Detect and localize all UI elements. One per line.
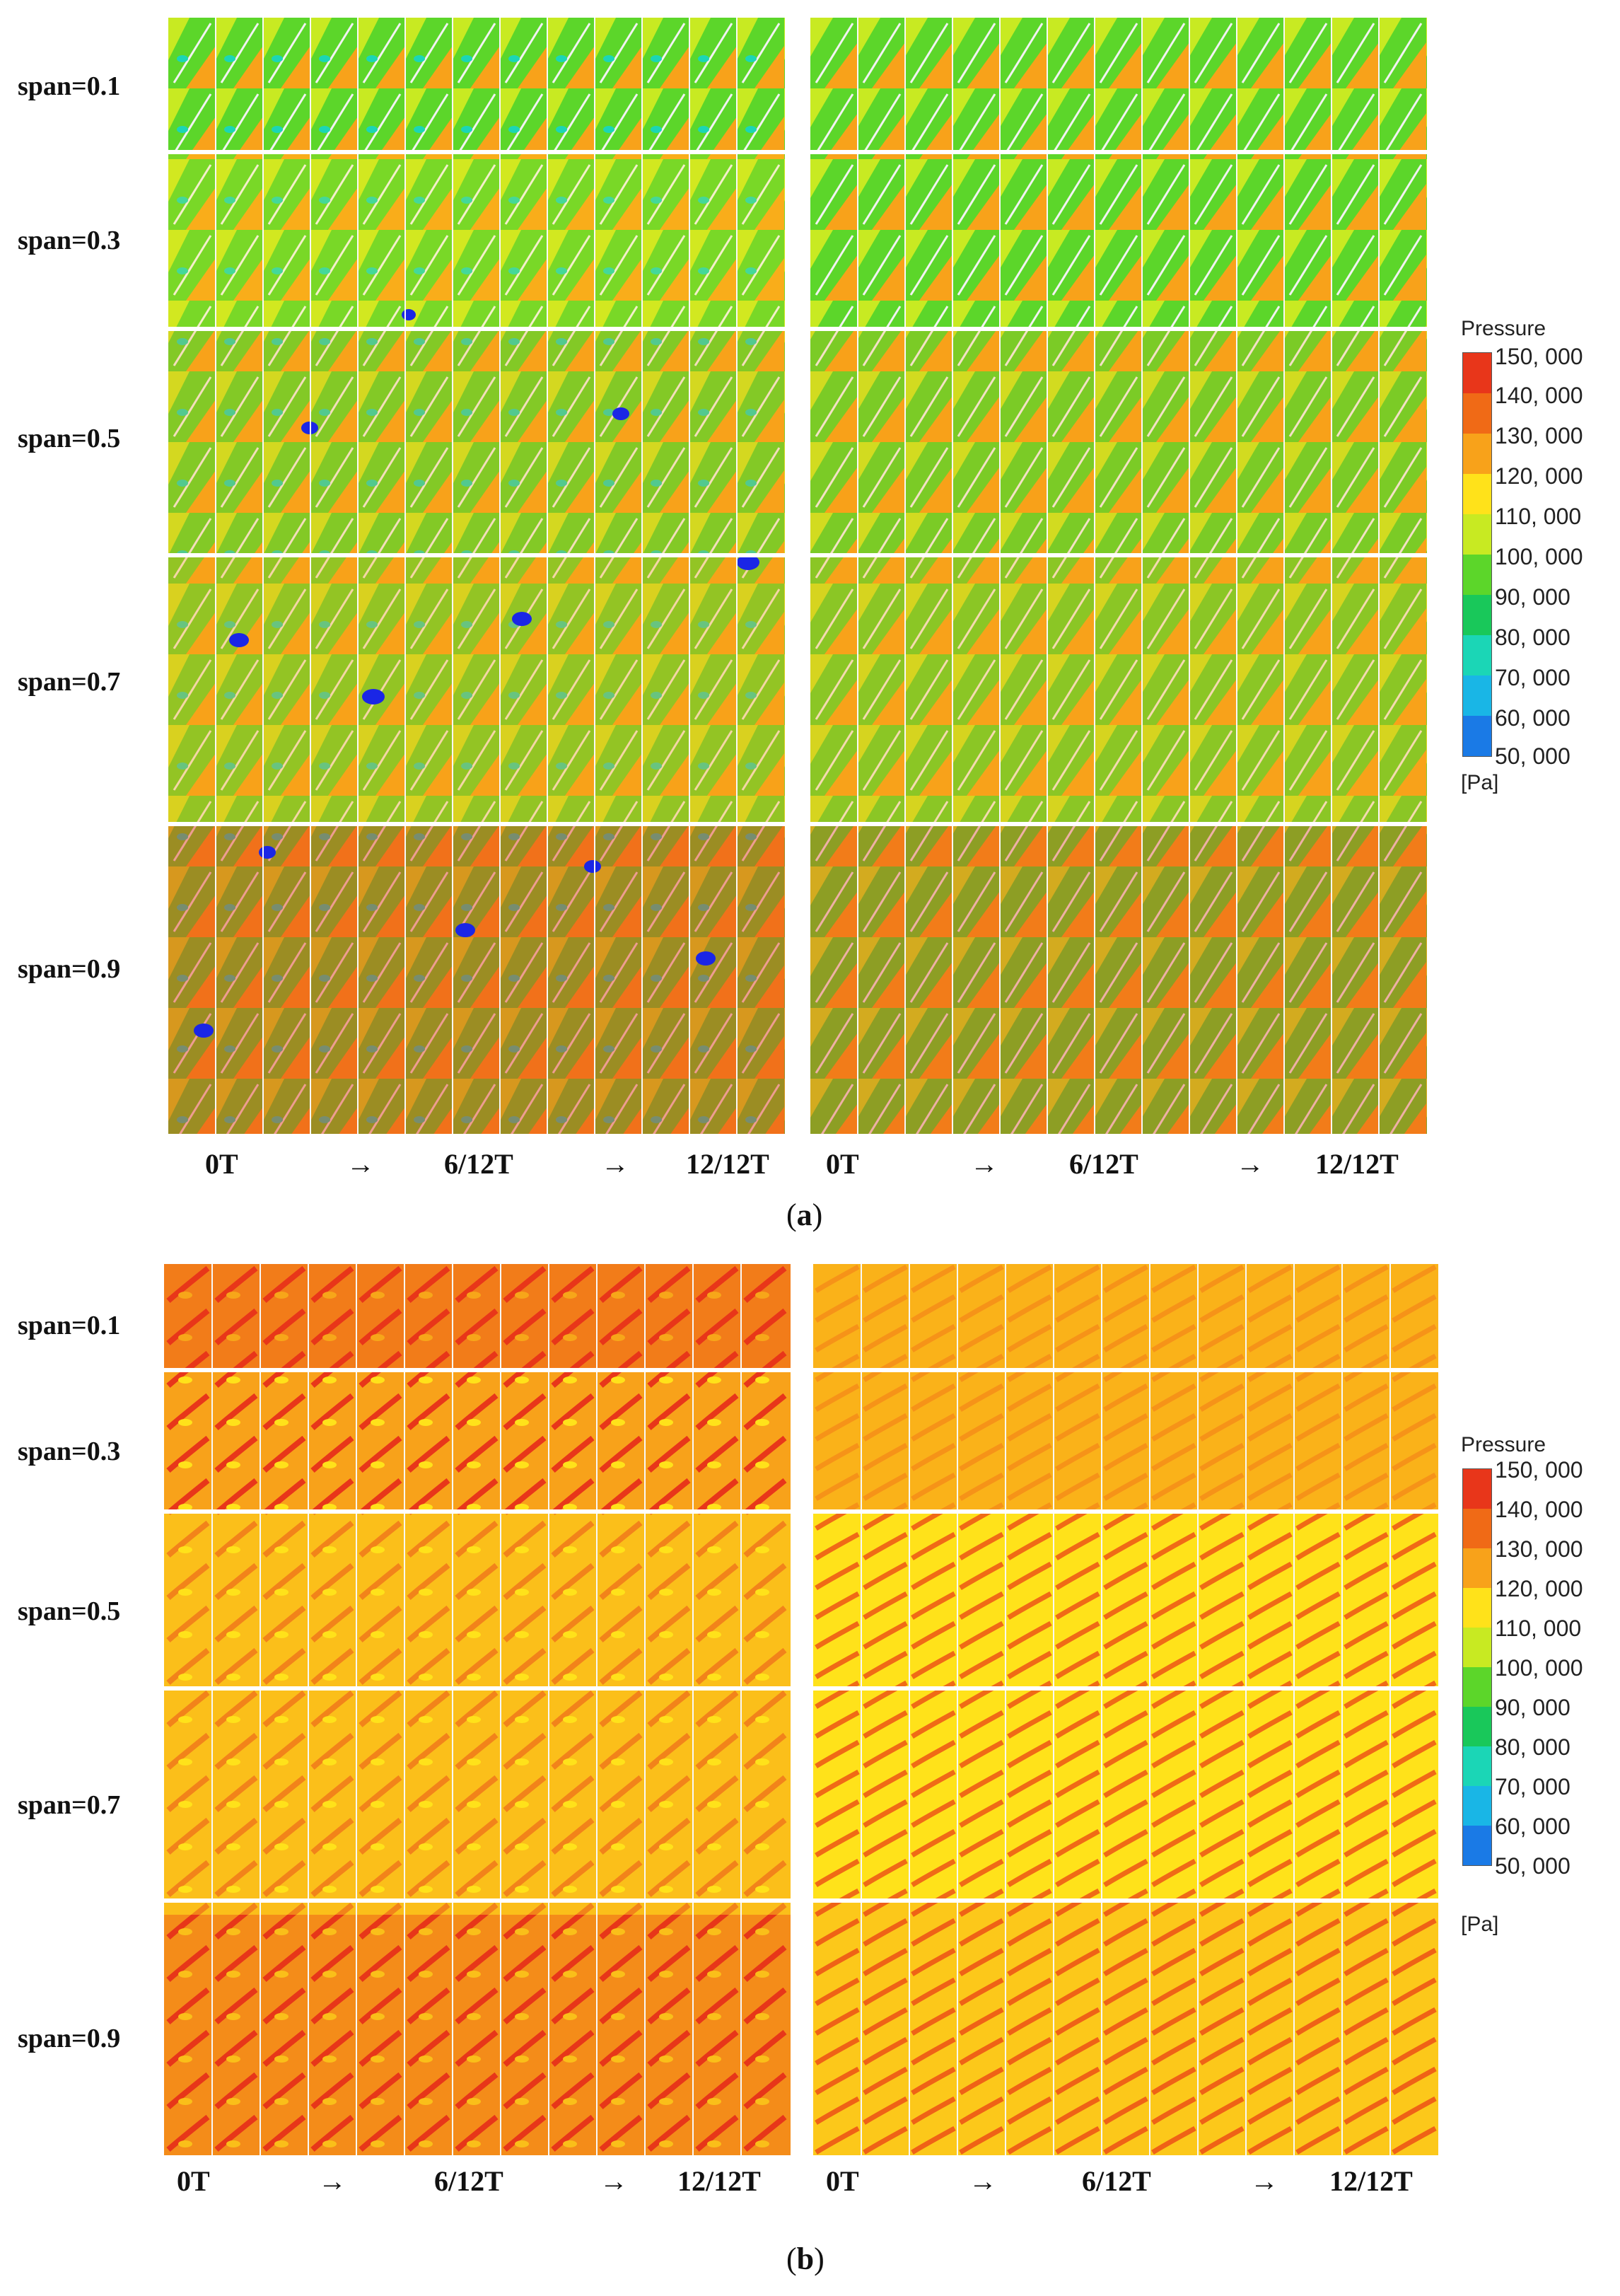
legend-tick: 120, 000 (1495, 463, 1583, 489)
legend-swatch (1463, 1588, 1491, 1628)
legend-swatch (1463, 474, 1491, 514)
legend-swatch (1463, 1786, 1491, 1826)
time-label-end: 12/12T (677, 2165, 761, 2197)
span-label-0-3: span=0.3 (18, 1437, 121, 1466)
legend-swatch (1463, 555, 1491, 595)
span-label-0-7: span=0.7 (18, 667, 121, 697)
legend-swatch (1463, 434, 1491, 474)
contour-field-left (164, 1264, 791, 2155)
contour-field-right (813, 1264, 1438, 2155)
time-label-arrow: → (1236, 1148, 1264, 1180)
time-label-end: 12/12T (686, 1148, 769, 1180)
time-label-start: 0T (177, 2165, 210, 2197)
panel-a: span=0.1 span=0.3 span=0.5 span=0.7 span… (18, 18, 1583, 1232)
span-label-0-1: span=0.1 (18, 71, 121, 101)
legend-swatch (1463, 1628, 1491, 1667)
legend-tick: 70, 000 (1495, 1774, 1571, 1799)
time-label-mid: 6/12T (444, 1148, 513, 1180)
time-label-mid: 6/12T (434, 2165, 503, 2197)
time-label-arrow: → (970, 1148, 998, 1180)
legend-swatch (1463, 1469, 1491, 1509)
legend-swatch (1463, 1548, 1491, 1588)
time-label-arrow: → (601, 1148, 629, 1180)
span-label-0-1: span=0.1 (18, 1311, 121, 1340)
legend-tick: 50, 000 (1495, 1853, 1571, 1879)
legend-swatch (1463, 1746, 1491, 1786)
legend-swatch (1463, 1707, 1491, 1746)
legend-tick: 80, 000 (1495, 625, 1571, 650)
legend-tick: 130, 000 (1495, 1536, 1583, 1562)
time-label-arrow: → (600, 2165, 628, 2197)
time-label-arrow: → (318, 2165, 346, 2197)
legend-tick: 60, 000 (1495, 705, 1571, 731)
time-label-arrow: → (1250, 2165, 1278, 2197)
legend-unit-a: [Pa] (1461, 771, 1499, 794)
legend-tick: 110, 000 (1495, 504, 1582, 529)
legend-unit-b: [Pa] (1461, 1913, 1499, 1936)
legend-title-b: Pressure (1461, 1433, 1546, 1456)
time-label-arrow: → (346, 1148, 375, 1180)
legend-tick: 100, 000 (1495, 1655, 1583, 1681)
legend-swatch (1463, 393, 1491, 434)
legend-tick: 90, 000 (1495, 1695, 1571, 1720)
contour-field-left (168, 18, 785, 1134)
span-label-0-9: span=0.9 (18, 954, 121, 984)
time-label-end: 12/12T (1329, 2165, 1413, 2197)
span-label-0-3: span=0.3 (18, 226, 121, 255)
legend-swatch (1463, 1509, 1491, 1548)
legend-tick: 110, 000 (1495, 1616, 1582, 1641)
legend-tick: 140, 000 (1495, 1497, 1583, 1522)
legend-tick: 70, 000 (1495, 665, 1571, 690)
span-label-0-7: span=0.7 (18, 1790, 121, 1820)
time-label-end: 12/12T (1315, 1148, 1399, 1180)
legend-tick: 130, 000 (1495, 423, 1583, 448)
legend-swatch (1463, 595, 1491, 635)
legend-swatch (1463, 716, 1491, 756)
caption-a: (a) (786, 1198, 823, 1232)
time-label-start: 0T (205, 1148, 238, 1180)
legend-swatch (1463, 514, 1491, 555)
time-label-mid: 6/12T (1069, 1148, 1138, 1180)
span-label-0-9: span=0.9 (18, 2024, 121, 2053)
time-label-start: 0T (826, 2165, 859, 2197)
legend-colorbar-a (1462, 352, 1492, 757)
span-label-0-5: span=0.5 (18, 1596, 121, 1626)
caption-b: (b) (786, 2242, 824, 2276)
legend-tick: 50, 000 (1495, 743, 1571, 769)
time-label-mid: 6/12T (1082, 2165, 1151, 2197)
legend-title-a: Pressure (1461, 317, 1546, 340)
legend-swatch (1463, 635, 1491, 676)
legend-tick: 140, 000 (1495, 383, 1583, 408)
time-label-start: 0T (826, 1148, 859, 1180)
legend-tick: 150, 000 (1495, 1457, 1583, 1483)
legend-swatch (1463, 353, 1491, 393)
legend-tick: 100, 000 (1495, 544, 1583, 569)
legend-swatch (1463, 676, 1491, 716)
legend-tick: 90, 000 (1495, 584, 1571, 610)
legend-swatch (1463, 1826, 1491, 1865)
legend-tick: 120, 000 (1495, 1576, 1583, 1601)
legend-colorbar-b (1462, 1468, 1492, 1866)
legend-tick: 60, 000 (1495, 1814, 1571, 1839)
time-label-arrow: → (969, 2165, 997, 2197)
contour-field-right (810, 18, 1427, 1134)
legend-swatch (1463, 1667, 1491, 1707)
span-label-0-5: span=0.5 (18, 424, 121, 453)
legend-tick: 80, 000 (1495, 1734, 1571, 1760)
legend-tick: 150, 000 (1495, 344, 1583, 369)
